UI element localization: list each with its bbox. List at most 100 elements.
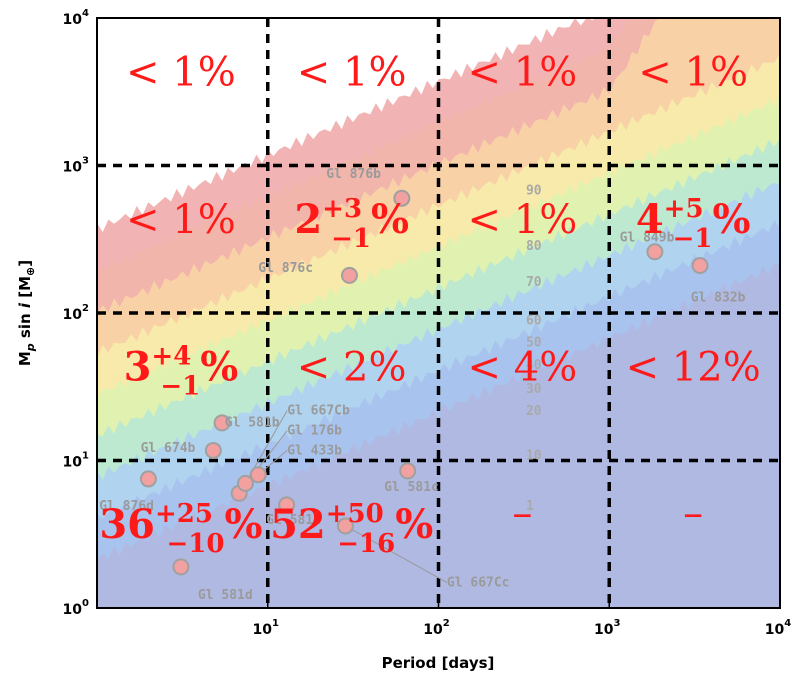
rate-lower-error: −1 — [160, 372, 200, 402]
occurrence-rate: < 4% — [468, 345, 578, 391]
y-label-close: ] — [16, 260, 34, 267]
y-axis-label: Mp sin i [M⊕] — [16, 260, 37, 366]
rate-value: < 12% — [626, 345, 761, 391]
rate-lower-error: −1 — [673, 224, 713, 254]
contour-label: 20 — [526, 404, 542, 419]
rate-upper-error: +3 — [322, 194, 362, 224]
contour-labels: 90 80 70 60 50 40 30 20 10 1 — [526, 183, 542, 514]
contour-label: 90 — [526, 183, 542, 198]
rate-value: < 4% — [468, 345, 578, 391]
rate-value: < 1% — [638, 50, 748, 96]
planet-point — [172, 558, 190, 576]
rate-value: – — [683, 491, 703, 537]
rate-upper-error: +50 — [326, 499, 384, 529]
rate-suffix: % — [224, 501, 262, 548]
y-label-sub: p — [24, 343, 37, 352]
occurrence-rates: < 1% < 1% < 1% < 1%< 1% 2+3 −1% < 1% 4+5 −1%3+4−… — [99, 50, 760, 559]
rate-value: < 1% — [126, 50, 236, 96]
planet-point — [691, 256, 709, 274]
contour-label: 30 — [526, 382, 542, 397]
occurrence-rate: < 1% — [297, 50, 407, 96]
planet-point — [249, 466, 267, 484]
y-label-unit: [M — [16, 276, 34, 303]
planet-label: Gl 581e — [266, 513, 321, 528]
contour-label: 70 — [526, 275, 542, 290]
contour-label: 60 — [526, 314, 542, 329]
rate-lower-error: −1 — [331, 224, 371, 254]
planet-label: Gl 581d — [198, 588, 253, 603]
x-axis-label: Period [days] — [382, 654, 495, 672]
planet-point — [204, 441, 222, 459]
rate-value: < 2% — [297, 345, 407, 391]
y-tick-label: 101 — [63, 451, 89, 471]
occurrence-rate: < 1% — [126, 50, 236, 96]
y-tick-label: 104 — [63, 8, 89, 28]
occurrence-rate: 3+4 −1% — [124, 342, 239, 402]
x-tick-label: 104 — [765, 618, 791, 638]
y-label-m: M — [16, 351, 34, 366]
occurrence-rate: 52+50 −16% — [270, 499, 433, 559]
occurrence-rate: < 1% — [638, 50, 748, 96]
rate-lower-error: −10 — [166, 529, 224, 559]
rate-value: < 1% — [468, 50, 578, 96]
x-tick-label: 102 — [423, 618, 449, 638]
occurrence-rate: < 2% — [297, 345, 407, 391]
rate-value: < 1% — [468, 197, 578, 243]
rate-value: 4 — [636, 196, 664, 243]
contour-label: 40 — [526, 358, 542, 373]
occurrence-rate: < 12% — [626, 345, 761, 391]
planet-label: Gl 832b — [691, 290, 746, 305]
planet-label: Gl 674b — [141, 441, 196, 456]
contour-label: 80 — [526, 239, 542, 254]
occurrence-rate: 2+3 −1% — [294, 194, 409, 254]
rate-value: < 1% — [126, 197, 236, 243]
rate-suffix: % — [200, 344, 238, 391]
occurrence-rate: 4+5 −1% — [636, 194, 751, 254]
x-tick-label: 101 — [253, 618, 279, 638]
occurrence-rate: < 1% — [468, 197, 578, 243]
y-tick-label: 100 — [63, 598, 89, 618]
contour-label: 1 — [526, 499, 534, 514]
planet-label: Gl 876c — [258, 261, 313, 276]
planet-label: Gl 876d — [99, 499, 154, 514]
planet-label: Gl 667Cb — [287, 404, 350, 419]
rate-value: 36 — [99, 501, 155, 548]
planet-point — [340, 266, 358, 284]
occurrence-rate: < 1% — [468, 50, 578, 96]
occurrence-rate: – — [683, 491, 703, 537]
rate-value: – — [512, 491, 532, 537]
y-tick-label: 102 — [63, 303, 89, 323]
rate-value: 52 — [270, 501, 326, 548]
contour-label: 10 — [526, 448, 542, 463]
planet-point — [399, 462, 417, 480]
y-tick-label: 103 — [63, 156, 89, 176]
rate-upper-error: +5 — [664, 194, 704, 224]
rate-upper-error: +4 — [151, 342, 191, 372]
planet-point — [139, 470, 157, 488]
rate-suffix: % — [395, 501, 433, 548]
planet-point — [236, 474, 254, 492]
planet-label: Gl 849b — [620, 231, 675, 246]
y-axis-ticks: 100 101 102 103 104 — [63, 8, 105, 618]
y-label-unitsub: ⊕ — [24, 267, 37, 276]
occurrence-rate: < 1% — [126, 197, 236, 243]
x-tick-label: 103 — [594, 618, 620, 638]
planet-label: Gl 433b — [287, 443, 342, 458]
rate-suffix: % — [712, 196, 750, 243]
grid-lines — [97, 18, 780, 608]
planet-point — [646, 243, 664, 261]
x-axis-ticks: 101 102 103 104 — [253, 600, 791, 638]
leader-line — [345, 525, 448, 583]
occurrence-rate: – — [512, 491, 532, 537]
contour-label: 50 — [526, 336, 542, 351]
planet-point — [278, 496, 296, 514]
rate-suffix: % — [371, 196, 409, 243]
planet-point — [393, 189, 411, 207]
rate-value: 3 — [124, 344, 152, 391]
rate-lower-error: −16 — [337, 529, 395, 559]
planet-label: Gl 876b — [326, 167, 381, 182]
planet-label: Gl 667Cc — [447, 575, 510, 590]
y-label-sin: sin — [16, 308, 34, 343]
rate-value: < 1% — [297, 50, 407, 96]
